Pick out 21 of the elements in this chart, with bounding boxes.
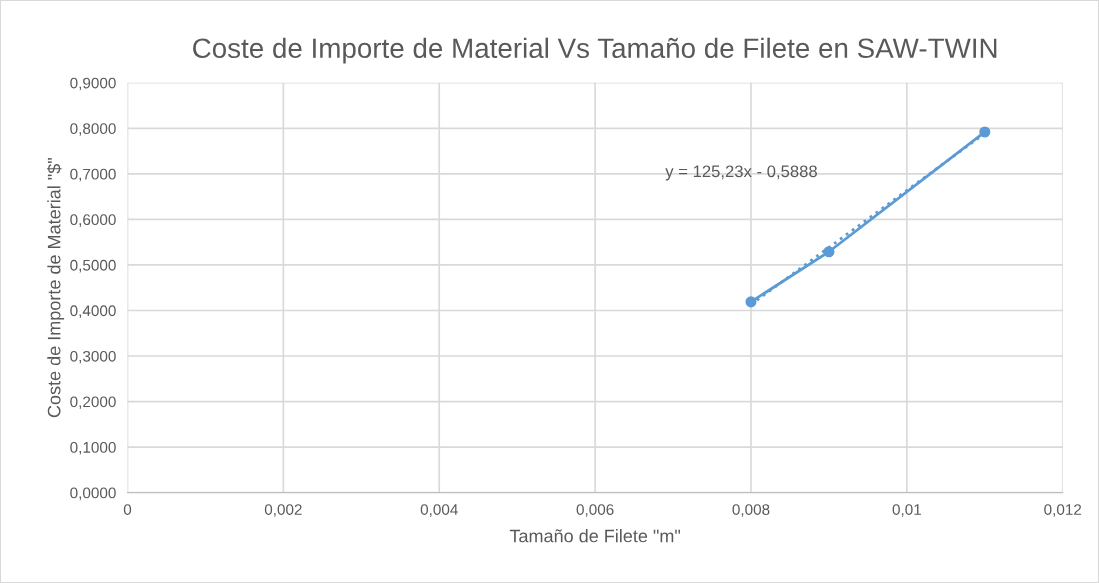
x-tick-label: 0,008 (732, 504, 770, 517)
annotation: y = 125,23x - 0,5888 (665, 165, 817, 181)
chart-title: Coste de Importe de Material Vs Tamaño de Filete en SAW-TWIN (193, 37, 997, 64)
x-tick-label: 0,01 (892, 504, 921, 517)
x-tick-label: 0,012 (1044, 504, 1082, 517)
y-tick-label: 0,3000 (70, 350, 116, 364)
y-axis-title: Coste de Importe de Material "$" (46, 158, 65, 418)
y-tick-label: 0,8000 (70, 123, 116, 136)
x-tick-label: 0,002 (264, 504, 302, 517)
x-tick-label: 0,006 (576, 504, 614, 517)
x-tick-label: 0,004 (420, 504, 458, 517)
y-tick-label: 0,2000 (70, 396, 116, 410)
y-tick-label: 0,7000 (70, 168, 116, 182)
y-tick-label: 0,4000 (70, 305, 116, 318)
y-tick-label: 0,6000 (70, 214, 116, 227)
y-tick-label: 0,1000 (70, 441, 116, 455)
x-tick-label: 0 (123, 504, 132, 515)
y-tick-label: 0,9000 (70, 77, 116, 91)
y-tick-label: 0,5000 (70, 259, 116, 273)
x-axis-title: Tamaño de Filete "m" (509, 529, 681, 543)
y-tick-label: 0,0000 (70, 487, 116, 501)
